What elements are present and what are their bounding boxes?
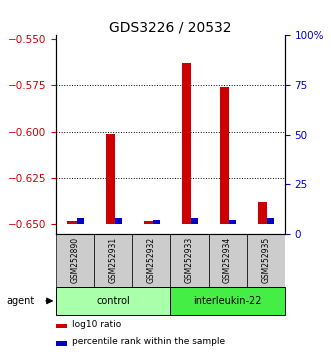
Text: interleukin-22: interleukin-22 [193,296,262,306]
Bar [191,218,198,224]
Title: GDS3226 / 20532: GDS3226 / 20532 [109,20,232,34]
Bar [56,341,67,346]
Bar [144,221,153,224]
Bar [267,218,274,224]
Text: GSM252935: GSM252935 [261,237,270,283]
Text: GSM252933: GSM252933 [185,237,194,283]
Bar [115,218,122,224]
Bar [77,218,84,224]
Bar [56,324,67,328]
Text: GSM252934: GSM252934 [223,237,232,283]
Text: agent: agent [7,296,35,306]
Bar [220,87,229,224]
Text: log10 ratio: log10 ratio [72,320,121,329]
Text: percentile rank within the sample: percentile rank within the sample [72,337,225,347]
Bar [247,234,285,287]
Bar [153,221,160,224]
Bar [106,133,115,224]
Bar [229,221,236,224]
Bar [182,63,191,224]
Bar [94,234,132,287]
Bar [68,221,77,224]
Text: GSM252931: GSM252931 [109,237,118,283]
Text: GSM252890: GSM252890 [71,237,80,283]
Bar [209,234,247,287]
Text: control: control [97,296,130,306]
Bar [170,287,285,315]
Bar [132,234,170,287]
Bar [56,234,94,287]
Text: GSM252932: GSM252932 [147,237,156,283]
Bar [258,202,267,224]
Bar [170,234,209,287]
Bar [56,287,170,315]
